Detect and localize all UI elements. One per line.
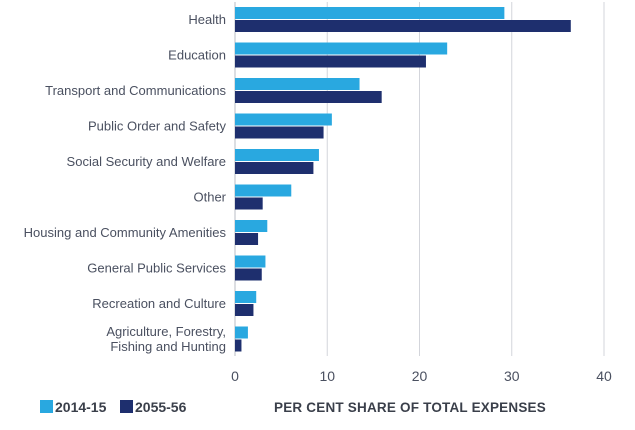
category-label: Housing and Community Amenities: [24, 225, 227, 240]
legend-swatch-2014-15: [40, 400, 53, 413]
category-label: Agriculture, Forestry,: [106, 324, 226, 339]
bar-2014-15-7: [235, 255, 266, 268]
category-label: Social Security and Welfare: [67, 154, 226, 169]
category-labels: Health Education Transport and Communicati…: [24, 12, 227, 354]
category-label: General Public Services: [87, 261, 226, 276]
legend: 2014-15 2055-56: [40, 399, 187, 415]
x-axis-title: PER CENT SHARE OF TOTAL EXPENSES: [274, 400, 546, 415]
x-tick-label: 10: [319, 368, 335, 384]
category-label: Health: [188, 12, 226, 27]
bar-2055-56-9: [235, 339, 242, 352]
bar-2055-56-8: [235, 304, 254, 316]
bar-2014-15-6: [235, 220, 268, 232]
category-label: Recreation and Culture: [92, 296, 226, 311]
bar-2055-56-7: [235, 268, 262, 281]
category-label: Public Order and Safety: [88, 119, 227, 134]
bars: [235, 7, 571, 352]
bar-2055-56-5: [235, 197, 263, 210]
bar-2014-15-8: [235, 291, 257, 303]
bar-2055-56-4: [235, 162, 314, 174]
x-tick-label: 30: [504, 368, 520, 384]
bar-2014-15-0: [235, 7, 505, 19]
grid-lines: [234, 2, 605, 356]
bar-2055-56-3: [235, 126, 324, 139]
bar-2055-56-1: [235, 55, 426, 68]
x-tick-labels: 0 10 20 30 40: [231, 368, 612, 384]
legend-swatch-2055-56: [120, 400, 133, 413]
bar-2055-56-0: [235, 20, 571, 32]
category-label: Education: [168, 48, 226, 63]
category-label: Transport and Communications: [45, 83, 226, 98]
bar-2014-15-1: [235, 42, 448, 55]
category-label: Fishing and Hunting: [110, 339, 226, 354]
bar-2055-56-6: [235, 233, 259, 245]
x-tick-label: 40: [596, 368, 612, 384]
bar-2014-15-3: [235, 113, 332, 126]
bar-2014-15-2: [235, 78, 360, 90]
category-label: Other: [193, 190, 226, 205]
bar-2014-15-5: [235, 184, 292, 197]
x-tick-label: 20: [412, 368, 428, 384]
legend-label-2014-15: 2014-15: [55, 399, 107, 415]
bar-2014-15-9: [235, 326, 248, 339]
bar-2055-56-2: [235, 91, 382, 103]
x-tick-label: 0: [231, 368, 239, 384]
bar-2014-15-4: [235, 149, 319, 161]
legend-label-2055-56: 2055-56: [135, 399, 187, 415]
